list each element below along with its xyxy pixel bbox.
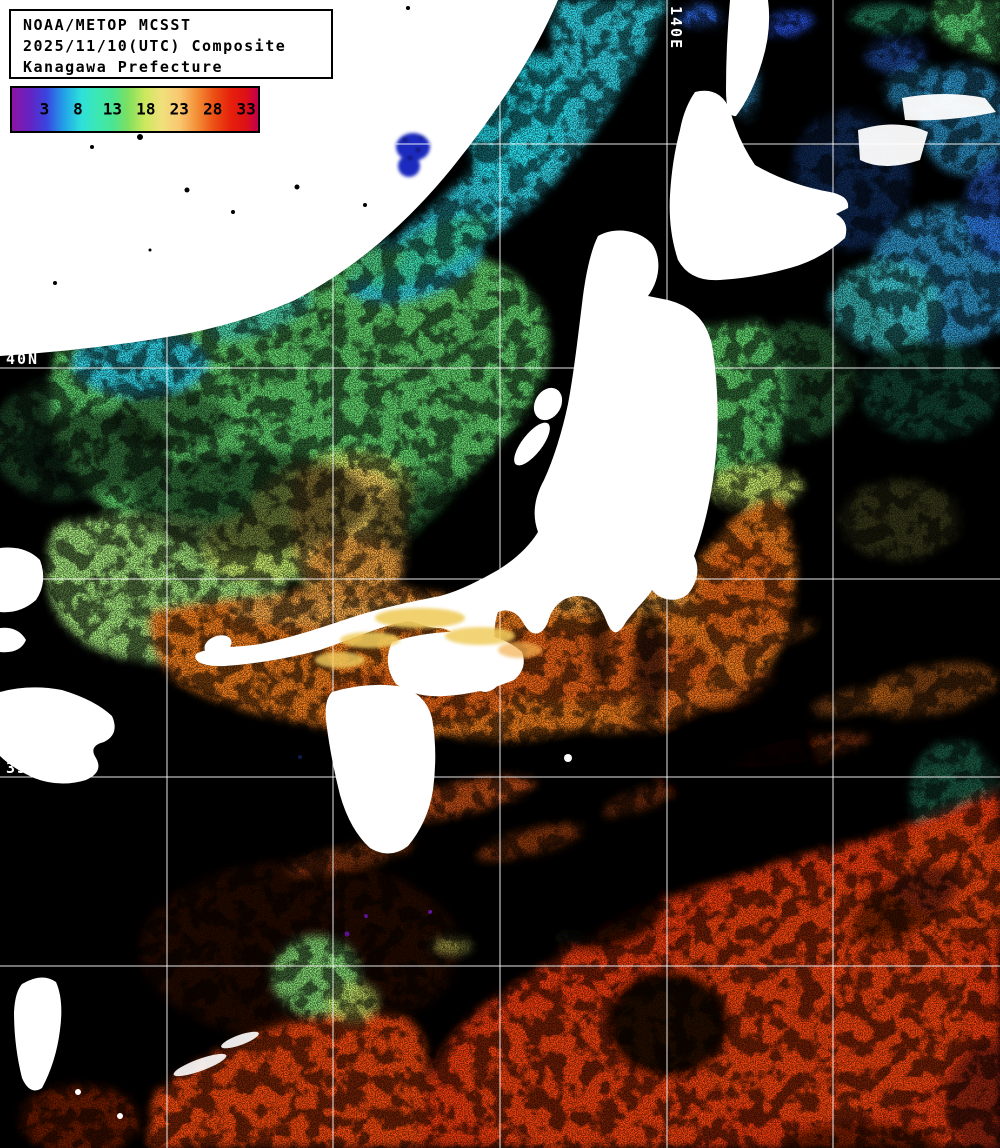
inland-sea-patches <box>315 608 542 668</box>
latitude-label-40n: 40N <box>6 350 39 368</box>
date-composite-line: 2025/11/10(UTC) Composite <box>23 37 287 55</box>
meridian-label-140e: 140E <box>667 6 685 50</box>
region-name: Kanagawa Prefecture <box>23 58 224 76</box>
colorbar-tick: 33 <box>236 99 256 119</box>
cold-lake-blob <box>396 133 430 177</box>
colorbar-tick: 18 <box>136 99 156 119</box>
title-box: NOAA/METOP MCSST 2025/11/10(UTC) Composi… <box>9 9 333 79</box>
map-speck-details <box>53 6 410 285</box>
colorbar-gradient <box>12 88 258 131</box>
colorbar-tick: 3 <box>39 99 50 119</box>
colorbar-tick: 13 <box>102 99 122 119</box>
temperature-colorbar: 3 8 13 18 23 28 33 <box>10 86 260 133</box>
product-name: NOAA/METOP MCSST <box>23 16 192 34</box>
coordinate-labels: 40N 35N 140E <box>6 6 685 777</box>
colorbar-tick: 8 <box>73 99 83 119</box>
colorbar-tick: 23 <box>169 99 189 119</box>
latitude-label-35n: 35N <box>6 759 39 777</box>
colorbar-tick: 28 <box>203 99 223 119</box>
